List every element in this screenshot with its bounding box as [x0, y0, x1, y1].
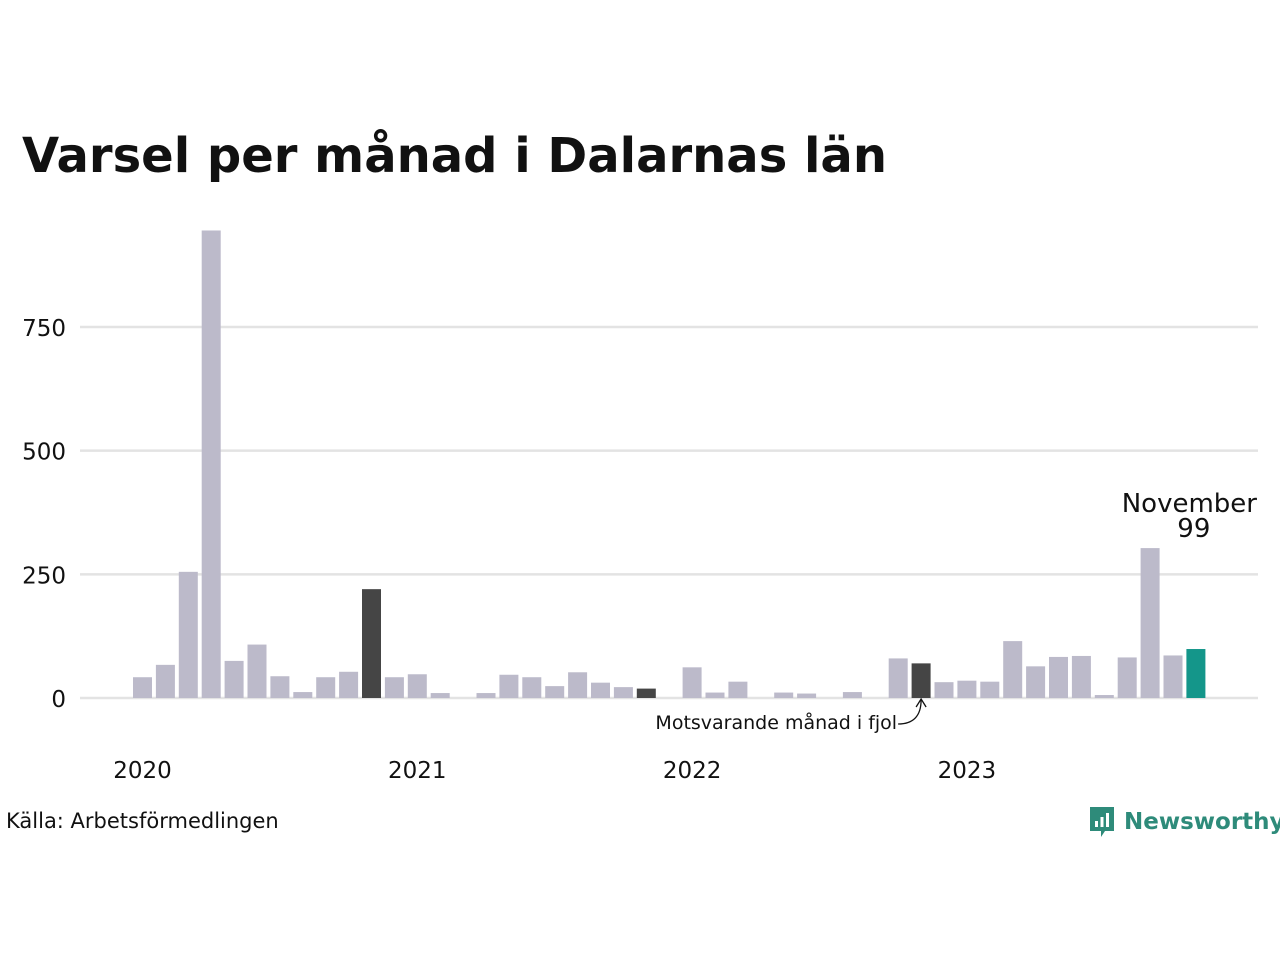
bar-2021-05 — [499, 674, 519, 698]
bar-2022-01 — [682, 667, 702, 698]
bar-2023-05 — [1049, 656, 1068, 698]
bar-chart-speech-bubble-icon — [1090, 807, 1114, 837]
bars — [133, 230, 1206, 698]
bar-2023-03 — [1003, 641, 1023, 698]
y-tick-label: 0 — [51, 687, 66, 713]
chart-title: Varsel per månad i Dalarnas län — [22, 128, 887, 184]
brand-logo: Newsworthy — [1088, 804, 1280, 840]
bar-2021-07 — [545, 686, 565, 698]
bar-2023-08 — [1117, 657, 1137, 698]
bar-2023-07 — [1094, 695, 1114, 698]
gridlines — [80, 325, 1258, 700]
bar-2022-05 — [774, 692, 794, 698]
bar-2021-08 — [568, 672, 588, 698]
bar-2020-10 — [339, 671, 359, 698]
bar-2020-05 — [224, 660, 244, 698]
bar-2020-09 — [316, 677, 336, 698]
bar-2020-01 — [133, 677, 152, 698]
bar-2020-07 — [270, 676, 290, 698]
highlight-month-label: November — [1122, 489, 1258, 519]
bar-2020-11 — [362, 589, 381, 698]
bar-2020-02 — [155, 664, 175, 698]
bar-2020-12 — [384, 677, 404, 698]
bar-2023-11 — [1186, 649, 1206, 698]
bar-2022-11 — [911, 663, 931, 698]
bar-2020-04 — [201, 230, 221, 698]
bar-2023-02 — [980, 681, 1000, 698]
annotation-arrowhead — [915, 697, 927, 708]
bar-2020-06 — [247, 644, 267, 698]
bar-2022-10 — [888, 658, 908, 698]
bar-2020-08 — [293, 692, 313, 698]
y-tick-label: 250 — [22, 563, 66, 589]
annotations: November 99 Motsvarande månad i fjol — [655, 489, 1257, 734]
bar-2021-09 — [591, 682, 610, 698]
y-tick-label: 500 — [22, 440, 66, 466]
source-text: Källa: Arbetsförmedlingen — [6, 809, 279, 833]
brand-name: Newsworthy — [1124, 809, 1280, 835]
x-tick-label: 2023 — [938, 758, 997, 784]
bar-2022-03 — [728, 681, 748, 698]
bar-2023-06 — [1071, 655, 1091, 698]
bar-2023-04 — [1026, 666, 1046, 698]
bar-2021-11 — [636, 688, 656, 698]
previous-year-annotation: Motsvarande månad i fjol — [655, 711, 897, 734]
bar-2020-03 — [178, 571, 198, 698]
bar-2022-08 — [842, 692, 862, 698]
bar-2021-06 — [522, 677, 542, 698]
y-tick-label: 750 — [22, 316, 66, 342]
annotation-arrow — [898, 699, 922, 725]
bar-2021-01 — [407, 674, 427, 698]
x-axis: 2020 2021 2022 2023 — [113, 758, 996, 784]
x-tick-label: 2021 — [388, 758, 447, 784]
x-tick-label: 2020 — [113, 758, 172, 784]
bar-2021-04 — [476, 693, 496, 698]
bar-2022-02 — [705, 692, 725, 698]
bar-2023-09 — [1140, 548, 1160, 698]
x-tick-label: 2022 — [663, 758, 722, 784]
bar-2023-10 — [1163, 655, 1183, 698]
highlight-value-label: 99 — [1177, 514, 1210, 544]
y-axis: 0 250 500 750 — [22, 316, 66, 713]
bar-2021-02 — [430, 693, 450, 698]
bar-2021-10 — [613, 687, 633, 698]
bar-2022-12 — [934, 682, 954, 698]
bar-2023-01 — [957, 680, 977, 698]
bar-2022-06 — [797, 693, 817, 698]
